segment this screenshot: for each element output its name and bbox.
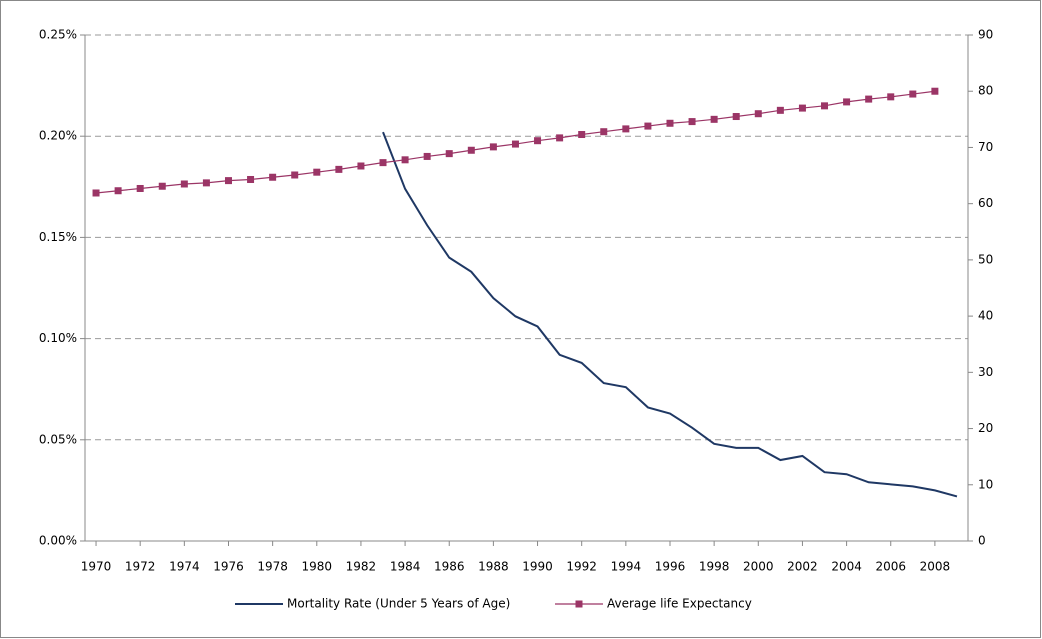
marker bbox=[732, 113, 740, 121]
marker bbox=[202, 179, 210, 187]
marker bbox=[578, 131, 586, 139]
marker bbox=[776, 106, 784, 114]
marker bbox=[710, 115, 718, 123]
marker bbox=[931, 87, 939, 95]
legend-label: Average life Expectancy bbox=[607, 597, 752, 611]
x-tick-label: 1984 bbox=[390, 560, 421, 574]
x-tick-label: 1980 bbox=[302, 560, 333, 574]
marker bbox=[401, 156, 409, 164]
marker bbox=[666, 119, 674, 127]
marker bbox=[114, 187, 122, 195]
marker bbox=[489, 143, 497, 151]
x-tick-label: 1990 bbox=[522, 560, 553, 574]
marker bbox=[798, 104, 806, 112]
marker bbox=[556, 134, 564, 142]
marker bbox=[644, 122, 652, 130]
marker bbox=[224, 177, 232, 185]
marker bbox=[887, 93, 895, 101]
y2-tick-label: 50 bbox=[978, 252, 993, 266]
marker bbox=[291, 171, 299, 179]
y2-tick-label: 30 bbox=[978, 365, 993, 379]
x-tick-label: 1976 bbox=[213, 560, 244, 574]
y2-tick-label: 70 bbox=[978, 140, 993, 154]
x-tick-label: 1970 bbox=[81, 560, 112, 574]
y-tick-label: 0.00% bbox=[39, 534, 77, 548]
y-tick-label: 0.15% bbox=[39, 230, 77, 244]
x-tick-label: 2008 bbox=[920, 560, 951, 574]
marker bbox=[313, 168, 321, 176]
y2-tick-label: 0 bbox=[978, 534, 986, 548]
y-tick-label: 0.05% bbox=[39, 432, 77, 446]
y-tick-label: 0.10% bbox=[39, 331, 77, 345]
y2-tick-label: 10 bbox=[978, 477, 993, 491]
marker bbox=[445, 150, 453, 158]
marker bbox=[754, 110, 762, 118]
marker bbox=[180, 180, 188, 188]
marker bbox=[136, 184, 144, 192]
x-tick-label: 1992 bbox=[566, 560, 597, 574]
legend-label: Mortality Rate (Under 5 Years of Age) bbox=[287, 597, 510, 611]
x-tick-label: 1982 bbox=[346, 560, 377, 574]
y-tick-label: 0.25% bbox=[39, 28, 77, 42]
legend-marker bbox=[575, 600, 583, 608]
x-tick-label: 2004 bbox=[831, 560, 862, 574]
x-tick-label: 1998 bbox=[699, 560, 730, 574]
marker bbox=[357, 162, 365, 170]
x-tick-label: 1978 bbox=[257, 560, 288, 574]
marker bbox=[865, 95, 873, 103]
marker bbox=[688, 118, 696, 126]
y2-tick-label: 60 bbox=[978, 196, 993, 210]
marker bbox=[269, 173, 277, 181]
y2-tick-label: 40 bbox=[978, 309, 993, 323]
x-tick-label: 1986 bbox=[434, 560, 465, 574]
y2-tick-label: 80 bbox=[978, 84, 993, 98]
marker bbox=[158, 182, 166, 190]
x-tick-label: 1972 bbox=[125, 560, 156, 574]
marker bbox=[92, 189, 100, 197]
marker bbox=[909, 90, 917, 98]
marker bbox=[843, 98, 851, 106]
marker bbox=[335, 165, 343, 173]
marker bbox=[247, 175, 255, 183]
x-tick-label: 1994 bbox=[611, 560, 642, 574]
marker bbox=[600, 128, 608, 136]
marker bbox=[821, 102, 829, 110]
marker bbox=[534, 137, 542, 145]
marker bbox=[423, 152, 431, 160]
x-tick-label: 2006 bbox=[875, 560, 906, 574]
y2-tick-label: 90 bbox=[978, 28, 993, 42]
series-line bbox=[382, 131, 958, 498]
x-tick-label: 2000 bbox=[743, 560, 774, 574]
x-tick-label: 2002 bbox=[787, 560, 818, 574]
marker bbox=[467, 146, 475, 154]
x-tick-label: 1996 bbox=[655, 560, 686, 574]
marker bbox=[511, 140, 519, 148]
x-tick-label: 1988 bbox=[478, 560, 509, 574]
y2-tick-label: 20 bbox=[978, 421, 993, 435]
marker bbox=[379, 159, 387, 167]
y-tick-label: 0.20% bbox=[39, 129, 77, 143]
x-tick-label: 1974 bbox=[169, 560, 200, 574]
marker bbox=[622, 125, 630, 133]
